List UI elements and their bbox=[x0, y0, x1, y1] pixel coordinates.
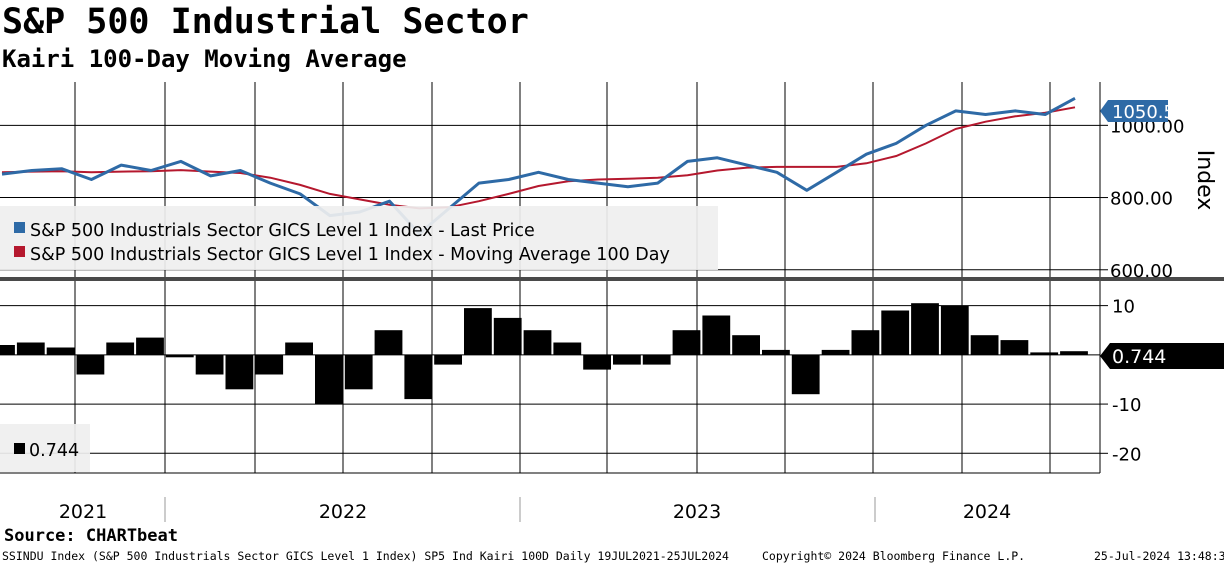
kairi-bar bbox=[613, 354, 641, 365]
kairi-bar bbox=[493, 317, 522, 355]
kairi-bar bbox=[1030, 352, 1059, 355]
kairi-bar bbox=[255, 354, 284, 375]
kairi-bar bbox=[642, 354, 671, 365]
last-kairi-tag-bg bbox=[1100, 343, 1224, 369]
last-kairi-value: 0.744 bbox=[1112, 346, 1166, 368]
chart-title: S&P 500 Industrial Sector bbox=[2, 2, 529, 42]
legend-swatch-moving-average bbox=[14, 246, 25, 257]
y-tick-label: 10 bbox=[1112, 297, 1135, 318]
legend-swatch-kairi bbox=[14, 443, 25, 454]
kairi-bar bbox=[702, 315, 731, 355]
kairi-bar bbox=[911, 303, 939, 355]
y-tick-label: -20 bbox=[1112, 444, 1141, 465]
kairi-bar bbox=[791, 354, 820, 395]
panel-divider bbox=[0, 277, 1224, 281]
kairi-bar bbox=[881, 310, 910, 355]
kairi-bar bbox=[315, 354, 343, 404]
series-line-last-price bbox=[1, 96, 1076, 236]
lower-legend: 0.744 bbox=[0, 424, 90, 472]
footer-copyright: Copyright© 2024 Bloomberg Finance L.P. bbox=[762, 549, 1026, 563]
x-axis-years: 2021 2022 2023 2024 bbox=[59, 497, 1011, 523]
source-note: Source: CHARTbeat bbox=[4, 526, 178, 546]
kairi-bar bbox=[374, 330, 403, 355]
y-tick-label: -10 bbox=[1112, 395, 1141, 416]
y-tick-label: 800.00 bbox=[1110, 189, 1173, 210]
upper-legend: S&P 500 Industrials Sector GICS Level 1 … bbox=[0, 206, 718, 270]
kairi-bar bbox=[583, 354, 611, 370]
legend-box-upper bbox=[0, 206, 718, 270]
kairi-bar bbox=[76, 354, 105, 375]
kairi-bar bbox=[106, 342, 135, 355]
x-tick-label-year: 2024 bbox=[963, 501, 1011, 523]
chart-area: S&P 500 Industrials Sector GICS Level 1 … bbox=[0, 82, 1224, 523]
y-tick-label: 600.00 bbox=[1110, 261, 1173, 282]
kairi-bar bbox=[970, 335, 999, 355]
kairi-bar bbox=[344, 354, 373, 390]
kairi-bar bbox=[762, 349, 790, 355]
kairi-bar bbox=[404, 354, 433, 400]
kairi-bar bbox=[672, 330, 701, 355]
kairi-bar bbox=[225, 354, 254, 390]
kairi-bar bbox=[732, 335, 760, 355]
x-tick-label-year: 2021 bbox=[59, 501, 107, 523]
last-price-tag-bg bbox=[1100, 100, 1168, 122]
legend-swatch-last-price bbox=[14, 222, 25, 233]
legend-label-kairi: 0.744 bbox=[29, 441, 79, 461]
footer-description: SSINDU Index (S&P 500 Industrials Sector… bbox=[2, 549, 729, 563]
kairi-bar bbox=[46, 347, 75, 355]
kairi-bar bbox=[195, 354, 224, 375]
chart-subtitle: Kairi 100-Day Moving Average bbox=[2, 45, 407, 73]
lower-y-axis: 10 -10 -20 bbox=[1100, 297, 1141, 465]
last-price-value: 1050.52 bbox=[1112, 102, 1186, 123]
kairi-bar bbox=[136, 337, 164, 355]
kairi-bar bbox=[1000, 340, 1029, 355]
kairi-bars bbox=[0, 303, 1088, 404]
kairi-bar bbox=[1060, 351, 1088, 355]
kairi-bar bbox=[851, 330, 880, 355]
kairi-bar bbox=[165, 354, 194, 358]
kairi-bar bbox=[464, 308, 492, 355]
kairi-bar bbox=[434, 354, 462, 365]
lower-last-value-tag: 0.744 bbox=[1100, 343, 1224, 369]
legend-label-moving-average: S&P 500 Industrials Sector GICS Level 1 … bbox=[30, 245, 670, 265]
kairi-bar bbox=[940, 305, 969, 355]
footer-timestamp: 25-Jul-2024 13:48:33 bbox=[1094, 549, 1224, 563]
x-tick-label-year: 2023 bbox=[673, 501, 721, 523]
series-line-moving-average bbox=[1, 106, 1076, 210]
kairi-bar bbox=[553, 342, 582, 355]
upper-last-value-tag: 1050.52 bbox=[1100, 100, 1186, 123]
kairi-bar bbox=[0, 345, 15, 355]
upper-y-axis-label: Index bbox=[1192, 150, 1217, 211]
kairi-bar bbox=[285, 342, 313, 355]
x-tick-label-year: 2022 bbox=[319, 501, 367, 523]
kairi-bar bbox=[16, 342, 45, 355]
kairi-bar bbox=[523, 330, 552, 355]
legend-label-last-price: S&P 500 Industrials Sector GICS Level 1 … bbox=[30, 221, 535, 241]
kairi-bar bbox=[821, 349, 850, 355]
